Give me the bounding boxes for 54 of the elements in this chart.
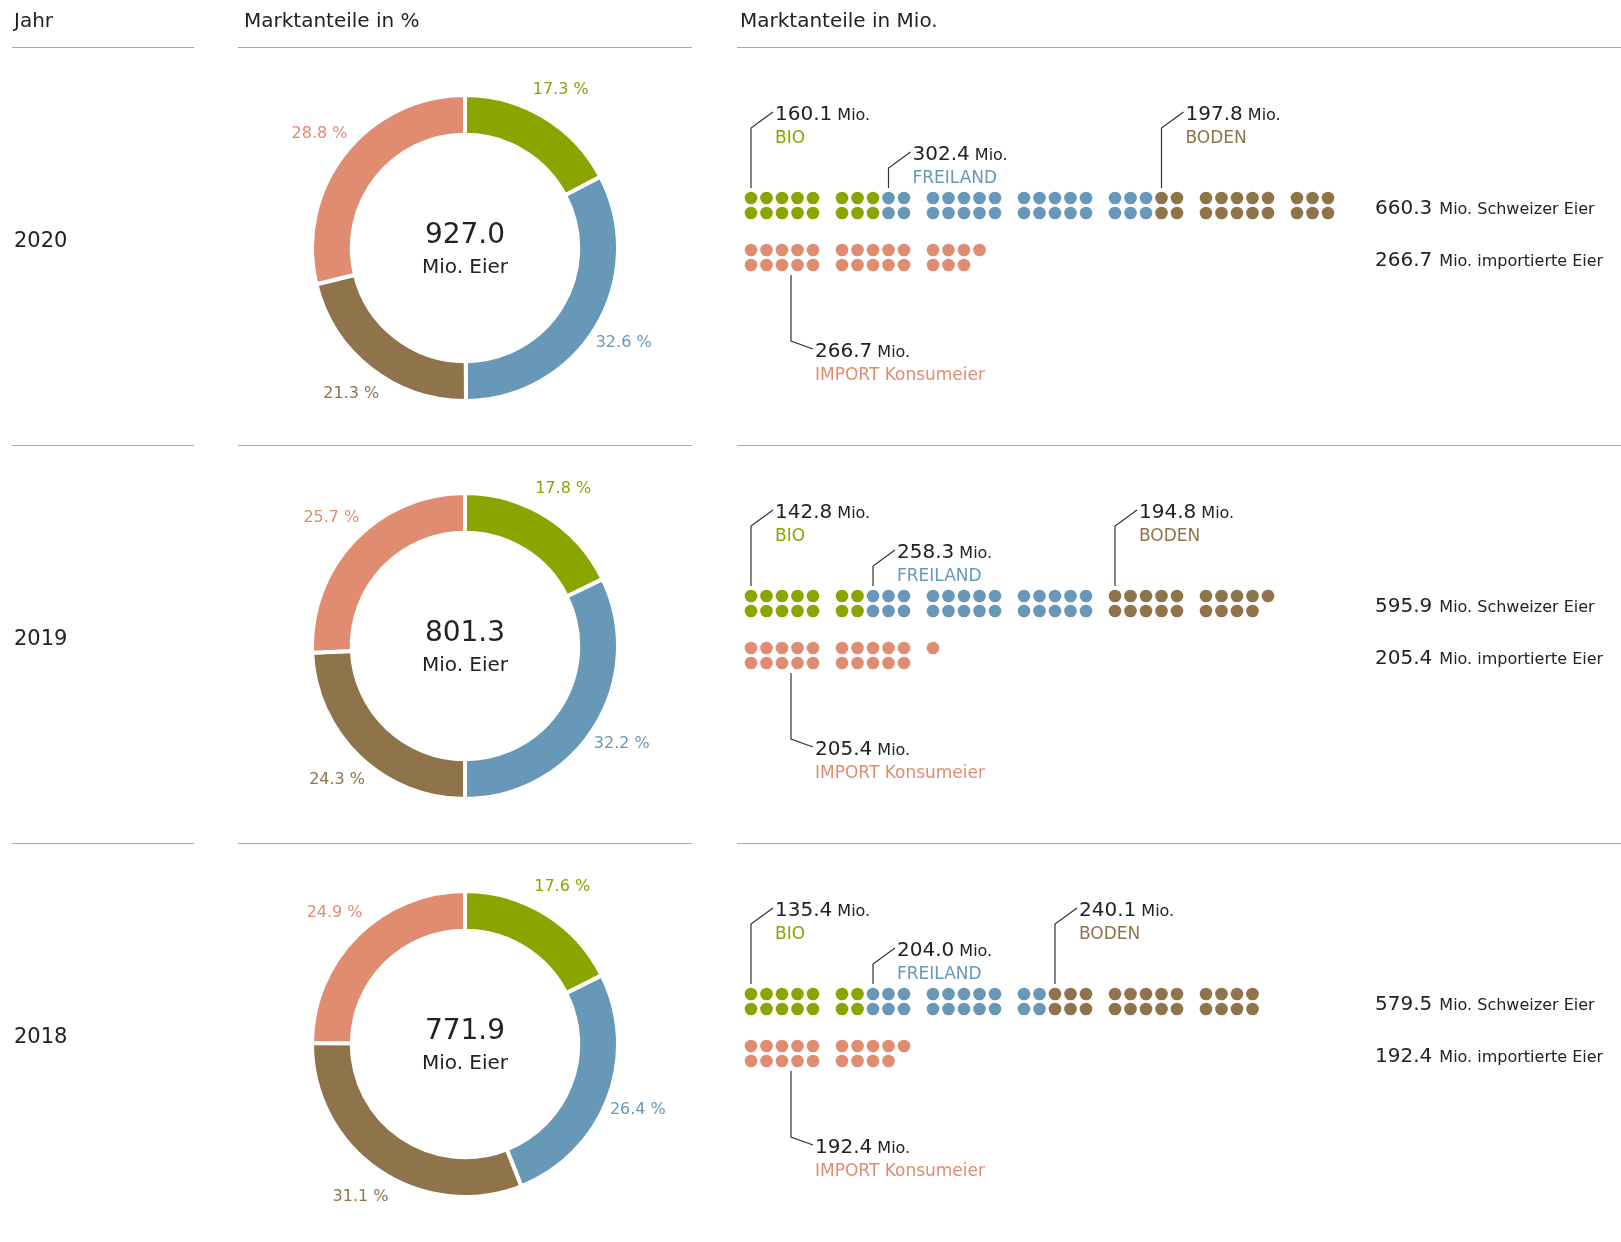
text: 2020 bbox=[14, 228, 68, 252]
category-label: IMPORT Konsumeier bbox=[815, 1160, 985, 1180]
text: 205.4 Mio. importierte Eier bbox=[1375, 645, 1604, 669]
category-label: BODEN bbox=[1139, 525, 1201, 545]
category-label: IMPORT Konsumeier bbox=[815, 762, 985, 782]
text: 579.5 Mio. Schweizer Eier bbox=[1375, 991, 1596, 1015]
data-label: 160.1 Mio. bbox=[775, 101, 871, 125]
text: Mio. Eier bbox=[421, 652, 509, 677]
data-label: 26.4 % bbox=[609, 1099, 666, 1119]
data-label: 197.8 Mio. bbox=[1185, 101, 1281, 125]
data-label: 17.3 % bbox=[532, 78, 589, 98]
category-label: FREILAND bbox=[912, 167, 998, 187]
data-label: 194.8 Mio. bbox=[1139, 499, 1235, 523]
data-label: 24.3 % bbox=[309, 768, 366, 788]
data-label: 266.7 Mio. bbox=[815, 338, 911, 362]
data-label: 24.9 % bbox=[306, 901, 363, 921]
text: 2018 bbox=[14, 1024, 68, 1048]
text: 927.0 bbox=[424, 217, 506, 251]
category-label: BODEN bbox=[1079, 923, 1141, 943]
text: Mio. Eier bbox=[421, 254, 509, 279]
data-label: 28.8 % bbox=[291, 122, 348, 142]
text: Mio. Eier bbox=[421, 1050, 509, 1075]
data-label: 32.6 % bbox=[595, 332, 652, 352]
data-label: 32.2 % bbox=[593, 733, 650, 753]
data-label: 302.4 Mio. bbox=[912, 141, 1008, 165]
text: 266.7 Mio. importierte Eier bbox=[1375, 247, 1604, 271]
data-label: 142.8 Mio. bbox=[775, 499, 871, 523]
text: 2019 bbox=[14, 626, 68, 650]
data-label: 192.4 Mio. bbox=[815, 1134, 911, 1158]
text: Marktanteile in Mio. bbox=[740, 8, 938, 32]
data-label: 25.7 % bbox=[303, 507, 360, 527]
category-label: FREILAND bbox=[897, 963, 982, 983]
text: 660.3 Mio. Schweizer Eier bbox=[1375, 195, 1596, 219]
text: 771.9 bbox=[424, 1013, 506, 1047]
category-label: BIO bbox=[775, 525, 806, 545]
category-label: BIO bbox=[775, 923, 806, 943]
data-label: 258.3 Mio. bbox=[897, 539, 993, 563]
text: 595.9 Mio. Schweizer Eier bbox=[1375, 593, 1596, 617]
data-label: 204.0 Mio. bbox=[897, 937, 993, 961]
category-label: BODEN bbox=[1185, 127, 1247, 147]
category-label: BIO bbox=[775, 127, 806, 147]
text: Jahr bbox=[14, 8, 54, 32]
data-label: 31.1 % bbox=[332, 1185, 389, 1205]
text: Marktanteile in % bbox=[244, 8, 420, 32]
category-label: FREILAND bbox=[897, 565, 982, 585]
data-label: 135.4 Mio. bbox=[775, 897, 871, 921]
text: 801.3 bbox=[424, 615, 506, 649]
data-label: 240.1 Mio. bbox=[1079, 897, 1175, 921]
text: 192.4 Mio. importierte Eier bbox=[1375, 1043, 1604, 1067]
data-label: 17.6 % bbox=[534, 875, 591, 895]
data-label: 21.3 % bbox=[323, 382, 380, 402]
category-label: IMPORT Konsumeier bbox=[815, 364, 985, 384]
data-label: 17.8 % bbox=[535, 478, 592, 498]
data-label: 205.4 Mio. bbox=[815, 736, 911, 760]
